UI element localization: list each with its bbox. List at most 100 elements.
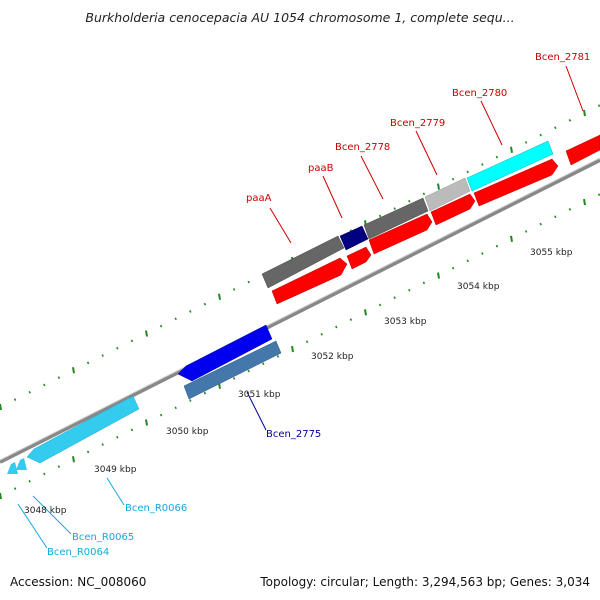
tick-inner — [364, 309, 367, 316]
tick-inner — [43, 472, 46, 476]
chromosome-backbone-highlight — [0, 157, 600, 461]
tick-inner — [189, 399, 192, 402]
tick-outer — [218, 293, 221, 300]
gene-bar-paaA[interactable] — [261, 235, 345, 289]
tick-inner — [232, 377, 236, 380]
tick-outer — [145, 330, 148, 337]
tick-outer — [597, 104, 600, 108]
tick-outer — [408, 199, 411, 203]
gene-bar-steel[interactable] — [183, 340, 282, 400]
tick-outer — [72, 367, 75, 374]
tick-inner — [13, 487, 17, 491]
gene-bar-bcen-2778[interactable] — [363, 197, 429, 240]
tick-inner — [495, 244, 499, 248]
kbp-label: 3051 kbp — [238, 390, 281, 400]
gene-label-bcen-2779[interactable]: Bcen_2779 — [390, 118, 445, 129]
tick-outer — [116, 346, 119, 350]
tick-outer — [203, 302, 207, 306]
gene-bar-bcen-2775-outer[interactable] — [177, 324, 273, 382]
kbp-label: 3053 kbp — [384, 317, 427, 327]
tick-outer — [130, 339, 134, 343]
tick-inner — [437, 272, 440, 279]
tick-inner — [0, 492, 2, 500]
gene-bar-red-2[interactable] — [346, 246, 372, 270]
map-title: Burkholderia cenocepacia AU 1054 chromos… — [85, 10, 515, 25]
tick-outer — [159, 324, 163, 328]
tick-outer — [0, 403, 2, 411]
gene-labels: paaA paaB Bcen_2778 Bcen_2779 Bcen_2780 … — [47, 52, 590, 558]
gene-bar-bcen-2781[interactable] — [565, 134, 600, 166]
tick-inner — [101, 443, 104, 446]
genome-summary: Topology: circular; Length: 3,294,563 bp… — [260, 575, 590, 589]
gene-bar-bcen-r0064[interactable] — [7, 462, 18, 474]
gene-label-bcen-r0065[interactable]: Bcen_R0065 — [72, 532, 134, 543]
kbp-label: 3055 kbp — [530, 248, 573, 258]
tick-outer — [481, 163, 484, 166]
gene-bar-red-3[interactable] — [368, 213, 433, 255]
tick-inner — [422, 281, 426, 285]
tick-inner — [145, 419, 148, 426]
kbp-label: 3048 kbp — [24, 506, 67, 516]
tick-inner — [408, 288, 411, 292]
tick-inner — [57, 465, 61, 468]
tick-outer — [57, 376, 61, 379]
tick-inner — [174, 406, 177, 410]
leader-lines — [17, 65, 584, 549]
tick-inner — [597, 193, 600, 197]
gene-bar-bcen-r0066[interactable] — [26, 395, 140, 464]
tick-outer — [583, 109, 586, 117]
chromosome-backbone — [0, 158, 600, 464]
tick-inner — [466, 259, 469, 263]
gene-bar-bcen-2780[interactable] — [466, 140, 554, 192]
tick-inner — [203, 391, 207, 395]
tick-outer — [495, 155, 499, 159]
tick-outer — [13, 398, 17, 402]
gene-label-bcen-2781[interactable]: Bcen_2781 — [535, 52, 590, 63]
tick-outer — [437, 183, 440, 190]
inner-track — [183, 158, 559, 400]
tick-inner — [247, 369, 250, 373]
tick-outer — [86, 361, 90, 365]
tick-inner — [291, 345, 294, 353]
gene-bar-red-5[interactable] — [473, 158, 559, 207]
tick-outer — [393, 207, 396, 210]
tick-inner — [539, 222, 542, 226]
tick-outer — [568, 119, 572, 122]
tick-outer — [524, 141, 528, 144]
kbp-label: 3054 kbp — [457, 282, 500, 292]
tick-outer — [378, 214, 382, 218]
gene-bar-bcen-r0065[interactable] — [16, 458, 27, 470]
tick-outer — [510, 146, 513, 153]
gene-bar-red-1[interactable] — [271, 257, 348, 305]
tick-outer — [101, 354, 104, 357]
tick-inner — [159, 413, 163, 417]
kbp-label: 3050 kbp — [166, 427, 209, 437]
gene-label-paaB[interactable]: paaB — [308, 163, 334, 174]
gene-bar-paaB[interactable] — [339, 225, 369, 251]
tick-inner — [305, 340, 309, 344]
tick-inner — [86, 450, 90, 454]
tick-outer — [422, 192, 426, 196]
gene-label-paaA[interactable]: paaA — [246, 193, 272, 204]
kbp-label: 3049 kbp — [94, 465, 137, 475]
tick-inner — [262, 362, 265, 366]
tick-inner — [451, 266, 455, 270]
gene-bar-bcen-2779[interactable] — [424, 177, 471, 212]
tick-inner — [335, 325, 338, 329]
gene-label-bcen-2775[interactable]: Bcen_2775 — [266, 429, 321, 440]
tick-inner — [116, 435, 119, 439]
tick-inner — [510, 235, 513, 242]
gene-bar-red-4[interactable] — [430, 193, 476, 226]
gene-label-bcen-r0064[interactable]: Bcen_R0064 — [47, 547, 109, 558]
tick-inner — [28, 479, 31, 483]
tick-outer — [539, 133, 542, 137]
tick-inner — [130, 428, 134, 432]
tick-outer — [28, 390, 31, 394]
gene-label-bcen-2778[interactable]: Bcen_2778 — [335, 142, 390, 153]
kbp-label: 3052 kbp — [311, 352, 354, 362]
tick-inner — [276, 355, 280, 358]
gene-label-bcen-r0066[interactable]: Bcen_R0066 — [125, 503, 187, 514]
outer-track — [7, 134, 600, 474]
tick-inner — [554, 215, 557, 219]
gene-label-bcen-2780[interactable]: Bcen_2780 — [452, 88, 507, 99]
